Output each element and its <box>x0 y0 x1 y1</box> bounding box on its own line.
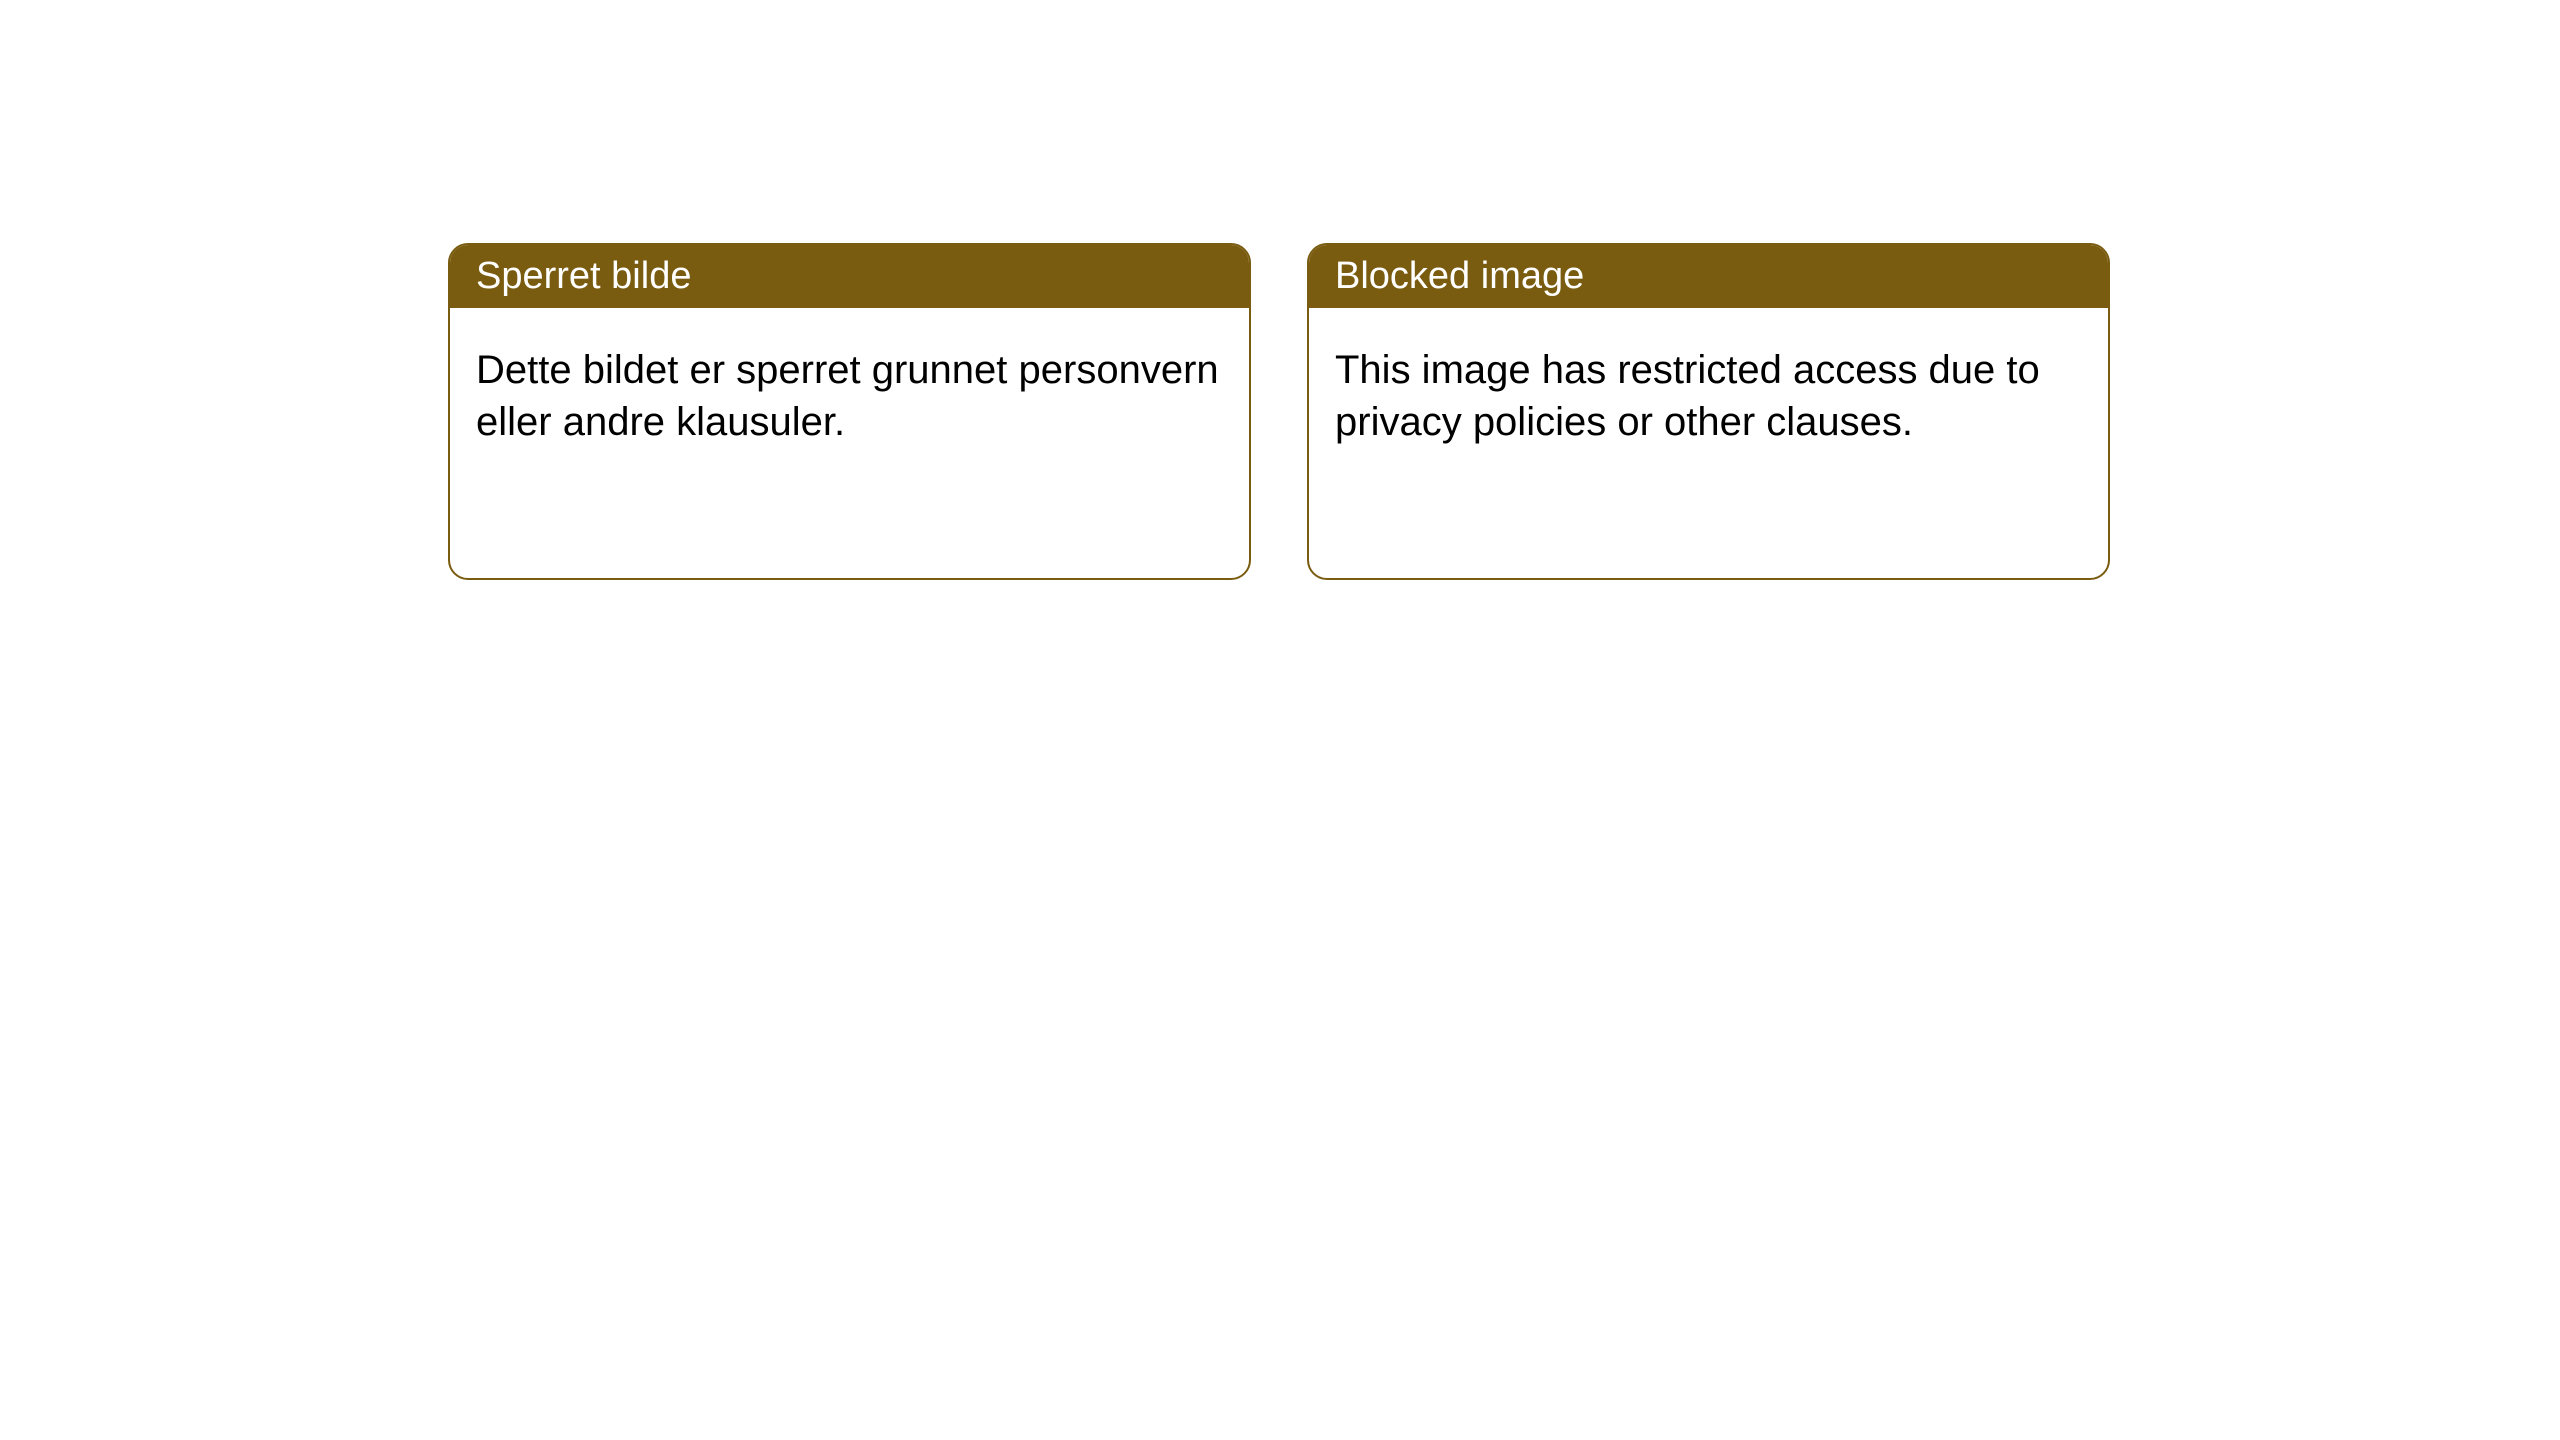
notice-card-title: Blocked image <box>1309 245 2108 308</box>
notice-card-body: Dette bildet er sperret grunnet personve… <box>450 308 1249 484</box>
notice-card-title: Sperret bilde <box>450 245 1249 308</box>
notice-card-body: This image has restricted access due to … <box>1309 308 2108 484</box>
notice-card-english: Blocked image This image has restricted … <box>1307 243 2110 580</box>
notice-card-norwegian: Sperret bilde Dette bildet er sperret gr… <box>448 243 1251 580</box>
notice-container: Sperret bilde Dette bildet er sperret gr… <box>0 0 2560 580</box>
